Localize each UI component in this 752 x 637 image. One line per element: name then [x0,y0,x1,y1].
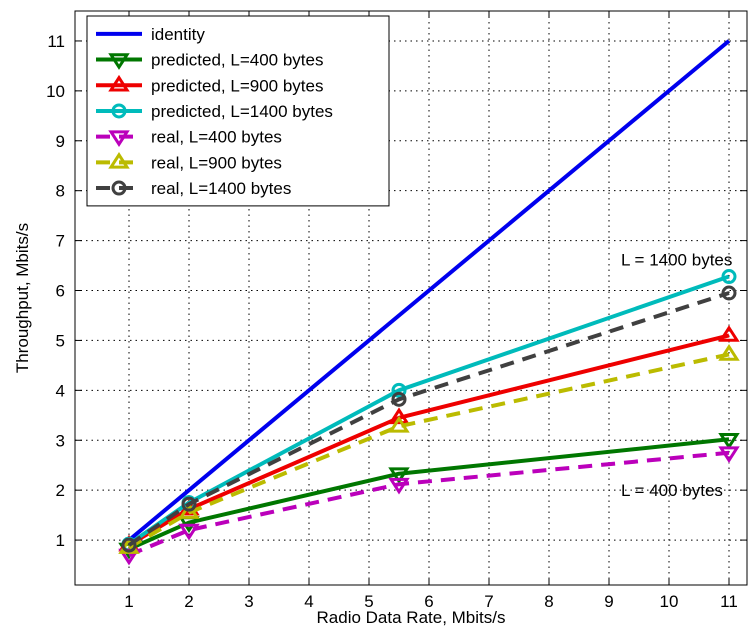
y-axis-label: Throughput, Mbits/s [13,223,32,373]
x-tick-label: 5 [364,592,373,611]
series-line [128,450,730,557]
legend-marker [108,130,130,148]
annotation-label: L = 400 bytes [621,481,723,500]
legend: identity predicted, L=400 bytes predicted,… [86,15,390,207]
series-line [127,333,730,547]
y-tick-label: 3 [56,431,65,450]
data-point [721,269,737,285]
legend-entry: identity [96,25,205,44]
x-axis-label: Radio Data Rate, Mbits/s [317,608,506,627]
series-line [127,291,730,547]
x-tick-label: 9 [604,592,613,611]
y-tick-label: 2 [56,481,65,500]
legend-label: predicted, L=900 bytes [151,76,323,95]
data-point [388,415,410,433]
x-tick-label: 2 [184,592,193,611]
x-tick-label: 4 [304,592,313,611]
data-point [718,344,740,361]
x-tick-label: 7 [484,592,493,611]
legend-marker [108,74,130,92]
data-point [121,537,137,553]
legend-label: identity [151,25,205,44]
data-point [388,407,410,425]
y-tick-label: 10 [46,82,65,101]
x-tick-label: 3 [244,592,253,611]
legend-entry: real, L=900 bytes [96,151,282,172]
data-point [721,285,737,301]
legend-entry: real, L=1400 bytes [96,179,291,198]
series-line [127,274,730,546]
x-tick-label: 10 [660,592,679,611]
legend-entry: predicted, L=400 bytes [96,51,323,70]
legend-label: real, L=1400 bytes [151,179,291,198]
y-tick-label: 6 [56,282,65,301]
legend-marker [111,103,127,119]
legend-entry: real, L=400 bytes [96,128,282,148]
y-tick-label: 5 [56,331,65,350]
data-point [718,432,740,450]
y-tick-label: 7 [56,232,65,251]
plot-area-frame [74,10,748,586]
legend-marker [108,151,130,169]
legend-marker [111,180,127,196]
y-tick-label: 4 [56,381,65,400]
annotation-label: L = 1400 bytes [621,251,732,270]
series-line [127,352,730,550]
series-6 [121,285,737,553]
legend-label: predicted, L=1400 bytes [151,102,333,121]
data-point [718,446,740,464]
legend-label: real, L=900 bytes [151,153,282,172]
y-tick-label: 1 [56,531,65,550]
data-point [388,477,410,495]
legend-entry: predicted, L=900 bytes [96,74,323,95]
data-point [388,467,410,485]
data-point [178,502,200,519]
series-layer [118,39,740,566]
legend-label: predicted, L=400 bytes [151,51,323,70]
legend-label: real, L=400 bytes [151,128,282,147]
data-point [391,382,407,398]
x-tick-label: 6 [424,592,433,611]
y-tick-label: 11 [47,32,65,51]
y-tick-label: 8 [56,182,65,201]
x-tick-label: 8 [544,592,553,611]
data-point [178,523,200,541]
x-tick-label: 11 [720,592,738,611]
x-tick-label: 1 [124,592,133,611]
series-line [127,39,731,542]
series-0 [127,39,731,542]
series-line [128,437,730,551]
data-point [391,391,407,407]
legend-marker [108,53,130,70]
annotations: L = 1400 bytes L = 400 bytes [621,251,732,501]
data-point [718,325,740,342]
y-tick-label: 9 [56,132,65,151]
data-point [181,496,197,512]
legend-entry: predicted, L=1400 bytes [96,102,333,121]
